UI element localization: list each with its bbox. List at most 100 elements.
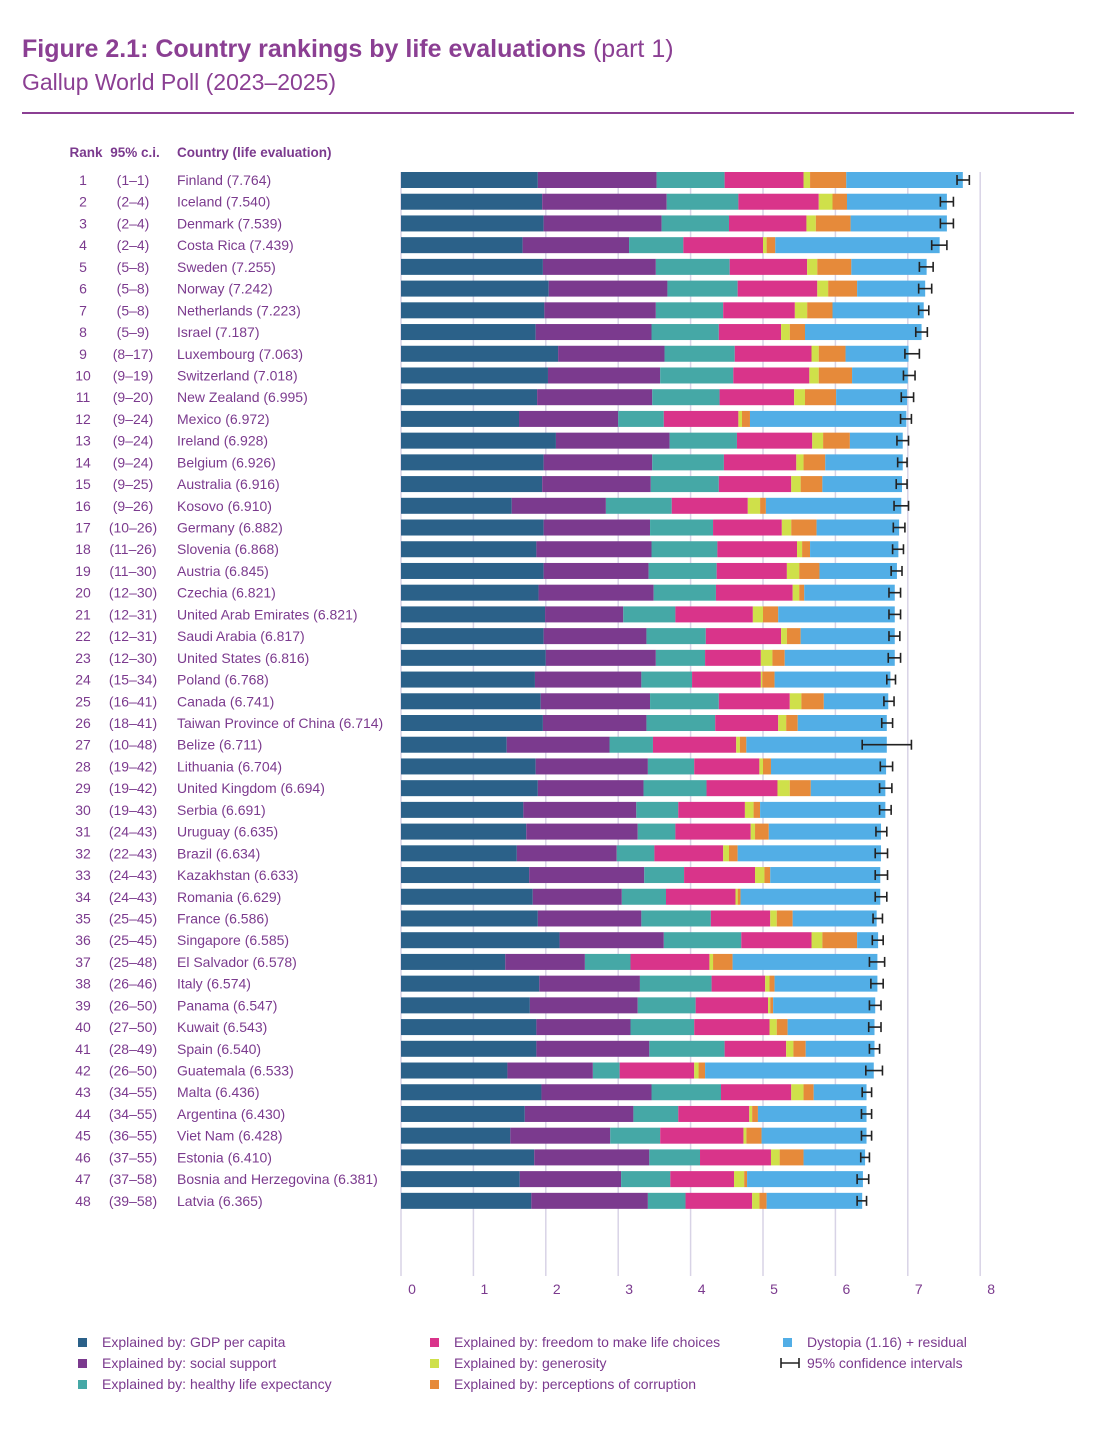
bar-segment-corruption [791,519,817,536]
rank-label: 47 [75,1171,91,1187]
bar-segment-dystopia [846,193,947,210]
bar-segment-freedom [715,584,793,601]
bar-segment-health [651,324,719,341]
bar-segment-generosity [752,1192,760,1209]
bar-segment-health [669,432,737,449]
ci-range-label: (9–20) [113,389,153,405]
country-label: Kosovo (6.910) [177,498,272,514]
bar-segment-generosity [778,715,787,731]
ci-range-label: (8–17) [113,346,153,362]
bar-segment-gdp [401,541,537,558]
country-label: Saudi Arabia (6.817) [177,628,305,644]
bar-segment-freedom [678,1105,750,1122]
figure-title-bold: Figure 2.1: Country rankings by life eva… [22,35,587,63]
bar-segment-generosity [786,1040,794,1057]
ci-range-label: (25–45) [109,910,157,926]
bar-segment-freedom [683,237,763,254]
ci-range-label: (19–42) [109,758,157,774]
ci-range-label: (37–55) [109,1149,157,1165]
bar-segment-dystopia [761,1127,867,1144]
bar-segment-health [652,454,724,471]
country-label: Argentina (6.430) [177,1106,285,1122]
bar-segment-freedom [675,606,753,623]
bar-segment-health [656,172,725,188]
bar-segment-social [534,671,642,688]
bar-segment-freedom [654,845,724,862]
bar-segment-social [516,845,617,862]
rank-label: 4 [79,237,87,253]
country-label: Belize (6.711) [177,737,262,753]
rank-label: 25 [75,693,91,709]
bar-segment-dystopia [822,476,903,493]
bar-segment-corruption [818,367,853,384]
x-tick-label: 5 [770,1281,778,1297]
rank-label: 9 [79,346,87,362]
rank-label: 16 [75,498,91,514]
ci-range-label: (26–50) [109,997,157,1013]
country-label: Uruguay (6.635) [177,824,278,840]
bar-segment-generosity [759,758,763,775]
bar-segment-gdp [401,867,530,884]
bar-segment-health [623,606,676,623]
bar-segment-gdp [401,193,543,210]
bar-segment-health [652,389,720,406]
bar-segment-freedom [694,758,760,775]
bar-segment-health [647,758,695,775]
bar-segment-gdp [401,888,533,905]
bar-segment-freedom [715,715,779,731]
bar-segment-generosity [747,497,761,514]
bar-segment-health [660,367,734,384]
bar-segment-freedom [685,1192,753,1209]
bar-segment-freedom [700,1149,771,1166]
country-label: Viet Nam (6.428) [177,1128,283,1144]
bar-segment-generosity [811,345,819,362]
bar-segment-corruption [789,324,805,341]
ci-range-label: (28–49) [109,1041,157,1057]
legend-item-ci: 95% confidence intervals [780,1353,967,1374]
bar-segment-dystopia [800,628,895,645]
bar-segment-health [666,193,739,210]
bar-segment-generosity [770,1149,780,1166]
ci-range-label: (24–43) [109,824,157,840]
x-tick-label: 1 [481,1281,489,1297]
bar-segment-freedom [619,1062,695,1079]
ci-range-label: (12–31) [109,628,157,644]
bar-segment-dystopia [773,997,876,1014]
legend-swatch-freedom [430,1338,439,1347]
country-label: Latvia (6.365) [177,1193,263,1209]
bar-segment-gdp [401,1127,511,1144]
bar-segment-health [655,302,724,319]
bar-segment-corruption [779,1149,804,1166]
rank-label: 27 [75,737,91,753]
bar-segment-corruption [803,1084,814,1101]
bar-segment-corruption [762,671,775,688]
rank-label: 15 [75,476,91,492]
bar-segment-dystopia [774,671,891,688]
bar-segment-gdp [401,1062,508,1079]
bar-segment-dystopia [804,324,922,341]
bar-segment-corruption [810,172,847,188]
bar-segment-generosity [744,801,754,818]
bar-segment-freedom [729,258,808,275]
bar-segment-health [648,562,717,579]
rank-label: 42 [75,1063,91,1079]
country-label: Israel (7.187) [177,324,259,340]
bar-segment-dystopia [832,302,924,319]
figure-title-part: (part 1) [592,35,674,63]
bar-segment-dystopia [845,345,909,362]
rank-label: 40 [75,1019,91,1035]
rank-label: 28 [75,758,91,774]
bar-segment-freedom [660,1127,744,1144]
bar-segment-dystopia [774,975,878,992]
bar-segment-dystopia [770,867,881,884]
ci-range-label: (19–43) [109,802,157,818]
legend-item-generosity: Explained by: generosity [430,1353,720,1374]
bar-segment-health [637,997,696,1014]
ci-range-label: (37–58) [109,1171,157,1187]
bar-segment-gdp [401,280,549,297]
bar-segment-gdp [401,953,506,970]
bar-segment-health [637,823,676,840]
bar-segment-freedom [718,693,790,710]
bar-segment-generosity [750,823,756,840]
x-tick-label: 4 [698,1281,706,1297]
